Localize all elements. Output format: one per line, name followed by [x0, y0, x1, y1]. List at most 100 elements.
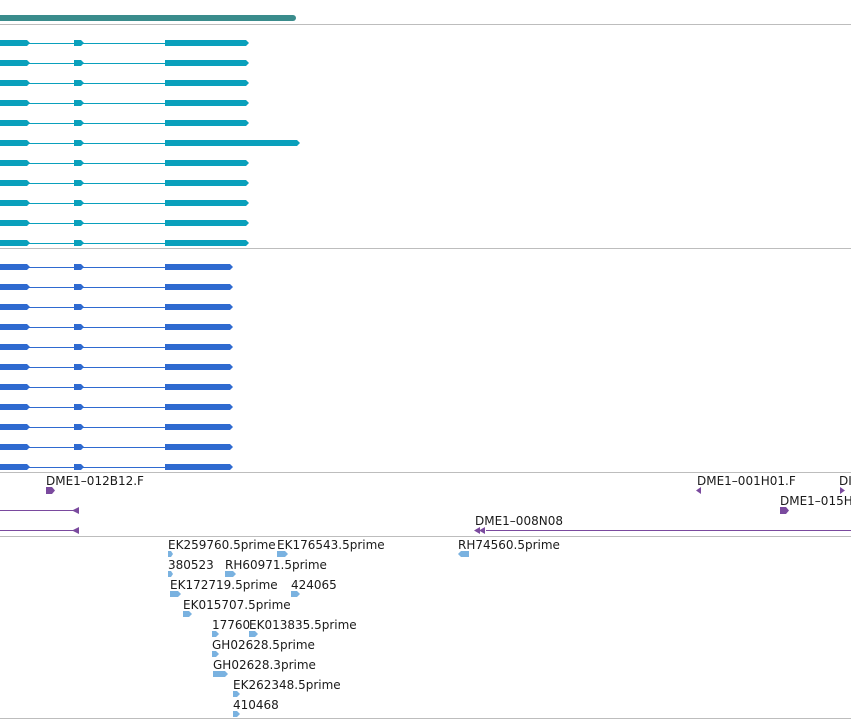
- exon-block[interactable]: [74, 200, 84, 206]
- est-feature[interactable]: [168, 571, 174, 577]
- exon-block[interactable]: [74, 40, 84, 46]
- bac-end-arrow-left[interactable]: [696, 487, 702, 494]
- bac-end-arrow-right[interactable]: [840, 487, 846, 494]
- group-b-transcript-row[interactable]: [0, 378, 851, 398]
- exon-block[interactable]: [74, 284, 84, 290]
- exon-block[interactable]: [74, 324, 84, 330]
- exon-block[interactable]: [165, 444, 233, 450]
- group-a-transcript-row[interactable]: [0, 134, 851, 154]
- exon-block[interactable]: [0, 100, 30, 106]
- exon-block[interactable]: [165, 160, 249, 166]
- exon-block[interactable]: [0, 384, 30, 390]
- group-a-transcript-row[interactable]: [0, 54, 851, 74]
- group-b-transcript-row[interactable]: [0, 258, 851, 278]
- exon-block[interactable]: [0, 404, 30, 410]
- exon-block[interactable]: [74, 424, 84, 430]
- exon-block[interactable]: [165, 404, 233, 410]
- exon-block[interactable]: [74, 404, 84, 410]
- group-a-transcript-row[interactable]: [0, 94, 851, 114]
- exon-block[interactable]: [0, 160, 30, 166]
- exon-block[interactable]: [74, 160, 84, 166]
- exon-block[interactable]: [165, 240, 249, 246]
- exon-block[interactable]: [0, 80, 30, 86]
- est-feature[interactable]: [233, 691, 241, 697]
- exon-block[interactable]: [74, 464, 84, 470]
- exon-block[interactable]: [74, 344, 84, 350]
- exon-block[interactable]: [165, 180, 249, 186]
- group-a-transcript-row[interactable]: [0, 214, 851, 234]
- group-a-transcript-row[interactable]: [0, 34, 851, 54]
- group-a-transcript-row[interactable]: [0, 194, 851, 214]
- exon-block[interactable]: [165, 100, 249, 106]
- est-feature[interactable]: [277, 551, 289, 557]
- exon-block[interactable]: [0, 324, 30, 330]
- exon-block[interactable]: [0, 444, 30, 450]
- exon-block[interactable]: [74, 120, 84, 126]
- group-b-transcript-row[interactable]: [0, 438, 851, 458]
- group-b-transcript-row[interactable]: [0, 458, 851, 478]
- exon-block[interactable]: [0, 200, 30, 206]
- exon-block[interactable]: [0, 364, 30, 370]
- est-feature[interactable]: [183, 611, 193, 617]
- est-feature[interactable]: [233, 711, 241, 717]
- exon-block[interactable]: [74, 60, 84, 66]
- est-feature[interactable]: [458, 551, 470, 557]
- est-feature[interactable]: [168, 551, 174, 557]
- exon-block[interactable]: [0, 304, 30, 310]
- gene-summary-bar[interactable]: [0, 15, 296, 21]
- est-feature[interactable]: [213, 671, 229, 677]
- exon-block[interactable]: [165, 304, 233, 310]
- exon-block[interactable]: [74, 384, 84, 390]
- group-b-transcript-row[interactable]: [0, 298, 851, 318]
- est-feature[interactable]: [170, 591, 182, 597]
- exon-block[interactable]: [165, 344, 233, 350]
- bac-end-arrow-left[interactable]: [72, 507, 80, 514]
- group-b-transcript-row[interactable]: [0, 358, 851, 378]
- exon-block[interactable]: [0, 264, 30, 270]
- exon-block[interactable]: [165, 464, 233, 470]
- exon-block[interactable]: [0, 180, 30, 186]
- exon-block[interactable]: [165, 200, 249, 206]
- exon-block[interactable]: [0, 220, 30, 226]
- est-feature[interactable]: [212, 631, 220, 637]
- group-a-transcript-row[interactable]: [0, 74, 851, 94]
- exon-block[interactable]: [165, 60, 249, 66]
- group-a-transcript-row[interactable]: [0, 174, 851, 194]
- exon-block[interactable]: [165, 40, 249, 46]
- group-a-transcript-row[interactable]: [0, 154, 851, 174]
- exon-block[interactable]: [0, 120, 30, 126]
- exon-block[interactable]: [0, 344, 30, 350]
- group-b-transcript-row[interactable]: [0, 418, 851, 438]
- group-a-transcript-row[interactable]: [0, 234, 851, 254]
- exon-block[interactable]: [165, 364, 233, 370]
- exon-block[interactable]: [165, 324, 233, 330]
- exon-block[interactable]: [74, 220, 84, 226]
- exon-block[interactable]: [165, 284, 233, 290]
- est-feature[interactable]: [212, 651, 220, 657]
- bac-end-arrow-right[interactable]: [46, 487, 56, 494]
- group-b-transcript-row[interactable]: [0, 318, 851, 338]
- exon-block[interactable]: [165, 384, 233, 390]
- exon-block[interactable]: [0, 40, 30, 46]
- exon-block[interactable]: [74, 180, 84, 186]
- exon-block[interactable]: [0, 60, 30, 66]
- bac-end-arrow-right[interactable]: [780, 507, 790, 514]
- est-feature[interactable]: [291, 591, 301, 597]
- exon-block[interactable]: [74, 80, 84, 86]
- exon-block[interactable]: [0, 284, 30, 290]
- exon-block[interactable]: [0, 464, 30, 470]
- exon-block[interactable]: [0, 140, 30, 146]
- group-b-transcript-row[interactable]: [0, 338, 851, 358]
- exon-block[interactable]: [165, 424, 233, 430]
- exon-block[interactable]: [0, 240, 30, 246]
- exon-block[interactable]: [74, 304, 84, 310]
- est-feature[interactable]: [249, 631, 259, 637]
- exon-block[interactable]: [165, 220, 249, 226]
- exon-block[interactable]: [0, 424, 30, 430]
- exon-block[interactable]: [74, 364, 84, 370]
- group-b-transcript-row[interactable]: [0, 398, 851, 418]
- est-feature[interactable]: [225, 571, 237, 577]
- group-b-transcript-row[interactable]: [0, 278, 851, 298]
- exon-block[interactable]: [74, 140, 84, 146]
- exon-block[interactable]: [74, 100, 84, 106]
